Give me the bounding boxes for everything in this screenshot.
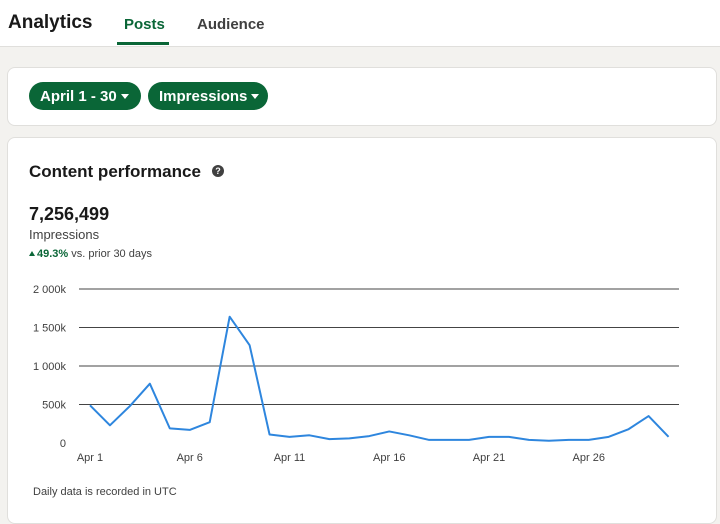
impressions-series-line[interactable] [89, 315, 670, 442]
metric-dropdown[interactable]: Impressions [148, 82, 268, 110]
top-bar: Analytics Posts Audience [0, 0, 720, 47]
content-performance-card: Content performance ? 7,256,499 Impressi… [7, 137, 717, 524]
up-arrow-icon [29, 251, 35, 256]
x-tick-label: Apr 11 [274, 452, 306, 464]
change-value: 49.3% [37, 248, 69, 260]
tab-audience[interactable]: Audience [197, 16, 265, 33]
caret-down-icon [251, 93, 260, 99]
x-tick-label: Apr 6 [177, 452, 203, 464]
x-tick-label: Apr 1 [77, 452, 103, 464]
y-tick-label: 1 000k [33, 361, 67, 373]
caret-down-icon [120, 93, 129, 99]
impressions-line-chart: 0 500k 1 000k 1 500k 2 000k Apr 1 Apr 6 Apr 11 A… [33, 284, 679, 464]
y-tick-label: 500k [42, 400, 66, 412]
x-tick-label: Apr 26 [573, 452, 605, 464]
total-metric-label: Impressions [29, 227, 100, 242]
metric-label: Impressions [159, 87, 248, 105]
utc-footnote: Daily data is recorded in UTC [33, 486, 177, 498]
date-range-dropdown[interactable]: April 1 - 30 [29, 82, 141, 110]
content-performance-title: Content performance [29, 162, 201, 181]
app-title: Analytics [8, 12, 93, 33]
filter-card: April 1 - 30 Impressions [7, 67, 717, 126]
active-tab-indicator [117, 42, 169, 45]
date-range-label: April 1 - 30 [40, 87, 117, 105]
y-tick-label: 2 000k [33, 284, 67, 296]
y-tick-label: 0 [60, 438, 66, 450]
x-tick-label: Apr 16 [373, 452, 405, 464]
tab-posts[interactable]: Posts [124, 16, 165, 33]
question-circle-icon[interactable]: ? [212, 165, 224, 177]
y-tick-label: 1 500k [33, 323, 67, 335]
total-impressions: 7,256,499 [29, 204, 110, 224]
change-indicator: 49.3% vs. prior 30 days [29, 248, 152, 260]
x-tick-label: Apr 21 [473, 452, 505, 464]
change-text: vs. prior 30 days [71, 248, 152, 260]
